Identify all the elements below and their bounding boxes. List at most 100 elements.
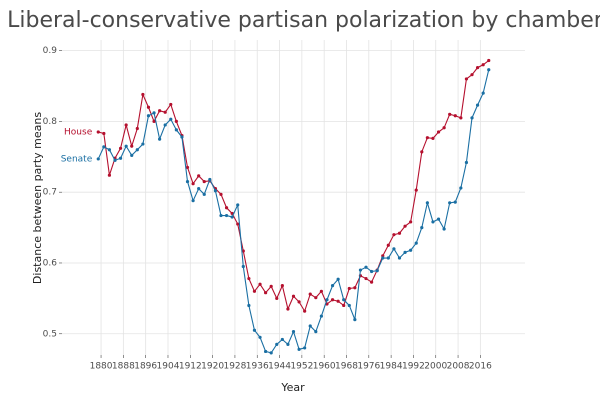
data-point	[124, 144, 128, 148]
data-point	[308, 324, 312, 328]
data-point	[464, 160, 469, 165]
data-point	[364, 276, 368, 281]
data-point	[336, 299, 340, 303]
data-point	[381, 256, 385, 260]
series-label: Senate	[61, 154, 93, 164]
data-point	[475, 66, 480, 70]
data-point	[185, 165, 190, 170]
data-point	[442, 126, 446, 130]
data-point	[191, 199, 195, 203]
data-point	[448, 201, 452, 205]
y-tick-label: 0.6	[43, 258, 58, 268]
series-line	[97, 69, 490, 354]
data-point	[420, 150, 424, 154]
x-axis-label: Year	[280, 381, 305, 394]
data-point	[118, 146, 123, 150]
data-point	[397, 256, 402, 260]
x-tick-label: 1928	[223, 362, 246, 372]
data-point	[314, 296, 318, 300]
data-point	[420, 225, 424, 230]
data-point	[197, 187, 201, 191]
data-point	[308, 292, 312, 296]
data-point	[146, 114, 151, 118]
data-point	[208, 177, 212, 182]
data-point	[219, 213, 223, 218]
data-point	[169, 117, 173, 121]
data-point	[96, 130, 100, 134]
data-point	[386, 256, 390, 260]
data-point	[353, 318, 357, 322]
data-point	[431, 220, 435, 224]
data-point	[330, 298, 335, 302]
x-tick-label: 1920	[201, 362, 224, 372]
x-tick-label: 1912	[179, 362, 202, 372]
data-point	[224, 213, 229, 218]
data-point	[347, 303, 351, 308]
data-point	[158, 137, 162, 141]
data-point	[448, 112, 452, 116]
data-point	[403, 224, 407, 228]
data-point	[152, 111, 156, 115]
data-point	[319, 289, 323, 293]
y-axis-label: Distance between party means	[31, 112, 44, 284]
data-point	[286, 307, 290, 311]
data-point	[280, 284, 284, 288]
data-point	[414, 241, 418, 245]
data-point	[107, 173, 112, 177]
data-point	[252, 289, 257, 293]
data-point	[291, 294, 296, 298]
x-tick-label: 2016	[469, 362, 492, 372]
data-point	[297, 300, 301, 304]
data-point	[291, 330, 296, 334]
data-point	[241, 264, 245, 269]
data-point	[409, 248, 413, 252]
data-point	[409, 220, 413, 224]
data-point	[425, 201, 429, 205]
data-point	[487, 58, 491, 63]
y-tick-label: 0.7	[43, 188, 57, 198]
data-point	[297, 347, 301, 351]
x-tick-label: 2000	[424, 362, 447, 372]
data-point	[431, 136, 435, 140]
data-point	[180, 135, 184, 139]
data-point	[475, 103, 480, 107]
x-tick-label: 1960	[313, 362, 336, 372]
data-point	[163, 110, 167, 114]
data-point	[386, 243, 390, 247]
data-point	[275, 296, 279, 300]
x-tick-label: 1952	[290, 362, 313, 372]
data-point	[481, 91, 485, 95]
y-tick-label: 0.9	[43, 46, 58, 56]
data-point	[487, 68, 491, 72]
data-point	[102, 131, 106, 136]
data-point	[303, 309, 307, 313]
data-point	[169, 102, 173, 107]
data-point	[146, 105, 151, 109]
data-point	[185, 179, 190, 184]
x-tick-label: 1904	[157, 362, 180, 372]
y-tick-label: 0.5	[43, 329, 57, 339]
data-point	[442, 227, 446, 231]
x-tick-label: 1968	[335, 362, 358, 372]
data-point	[258, 335, 262, 339]
data-point	[280, 337, 284, 342]
data-point	[453, 200, 457, 204]
chart-title: Liberal-conservative partisan polarizati…	[7, 8, 600, 33]
data-point	[174, 119, 178, 124]
data-point	[369, 269, 374, 274]
data-point	[130, 144, 134, 148]
data-point	[414, 188, 418, 192]
data-point	[353, 286, 357, 290]
data-point	[202, 179, 206, 184]
data-point	[247, 303, 251, 308]
data-point	[470, 73, 474, 77]
data-point	[107, 148, 112, 152]
data-point	[224, 206, 229, 210]
data-point	[230, 215, 234, 219]
data-point	[102, 145, 106, 149]
data-point	[425, 136, 429, 140]
data-point	[436, 217, 441, 221]
series-label: House	[64, 128, 93, 138]
